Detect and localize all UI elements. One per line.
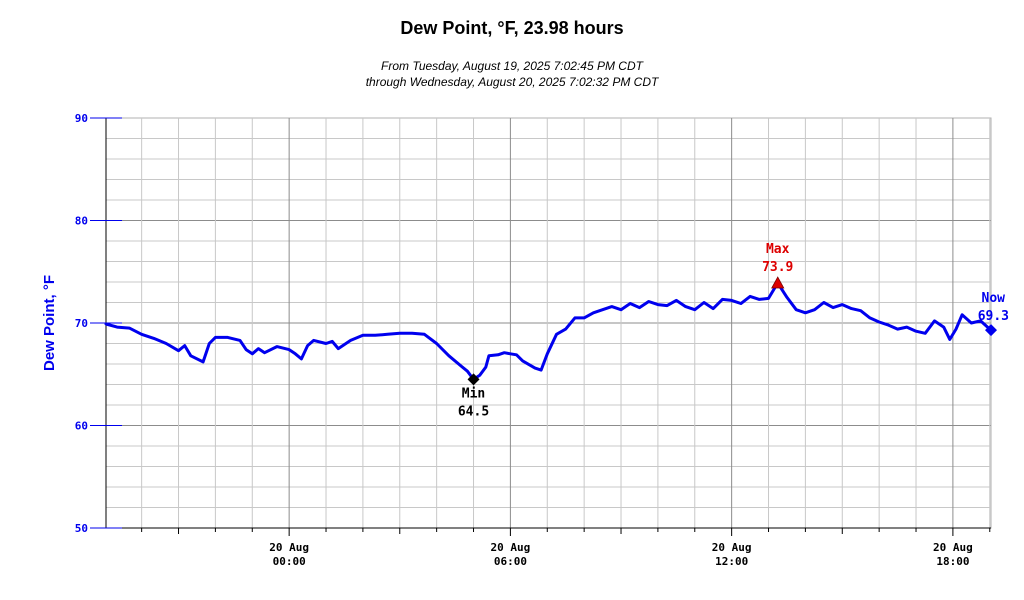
min-value: 64.5: [458, 404, 489, 419]
series-layer: [104, 281, 993, 381]
x-tick-label-date: 20 Aug: [269, 541, 309, 554]
max-value: 73.9: [762, 260, 793, 275]
x-tick-label-date: 20 Aug: [491, 541, 531, 554]
y-tick-label: 90: [75, 112, 88, 125]
x-tick-label-date: 20 Aug: [712, 541, 752, 554]
marker-layer: Min 64.5 Max 73.9 Now 69.3: [458, 242, 1009, 419]
grid-lines: [105, 117, 992, 529]
min-label: Min: [462, 386, 485, 401]
y-tick-label: 80: [75, 215, 88, 228]
x-tick-label-time: 12:00: [715, 555, 748, 568]
max-marker: [771, 276, 785, 289]
max-label: Max: [766, 242, 790, 257]
now-marker: [985, 324, 997, 337]
y-tick-label: 70: [75, 317, 88, 330]
chart-subtitle-through: through Wednesday, August 20, 2025 7:02:…: [365, 75, 659, 89]
y-tick-label: 60: [75, 420, 88, 433]
x-tick-label-time: 00:00: [273, 555, 306, 568]
chart-title: Dew Point, °F, 23.98 hours: [400, 18, 624, 38]
x-tick-label-date: 20 Aug: [933, 541, 973, 554]
now-value: 69.3: [978, 309, 1009, 324]
dew-point-series-line: [104, 281, 993, 381]
chart-subtitle-from: From Tuesday, August 19, 2025 7:02:45 PM…: [381, 59, 643, 73]
now-label: Now: [982, 291, 1006, 306]
y-axis-label: Dew Point, °F: [41, 275, 58, 371]
min-marker: [467, 373, 480, 386]
x-tick-label-time: 06:00: [494, 555, 527, 568]
y-tick-label: 50: [75, 522, 88, 535]
x-tick-label-time: 18:00: [936, 555, 969, 568]
